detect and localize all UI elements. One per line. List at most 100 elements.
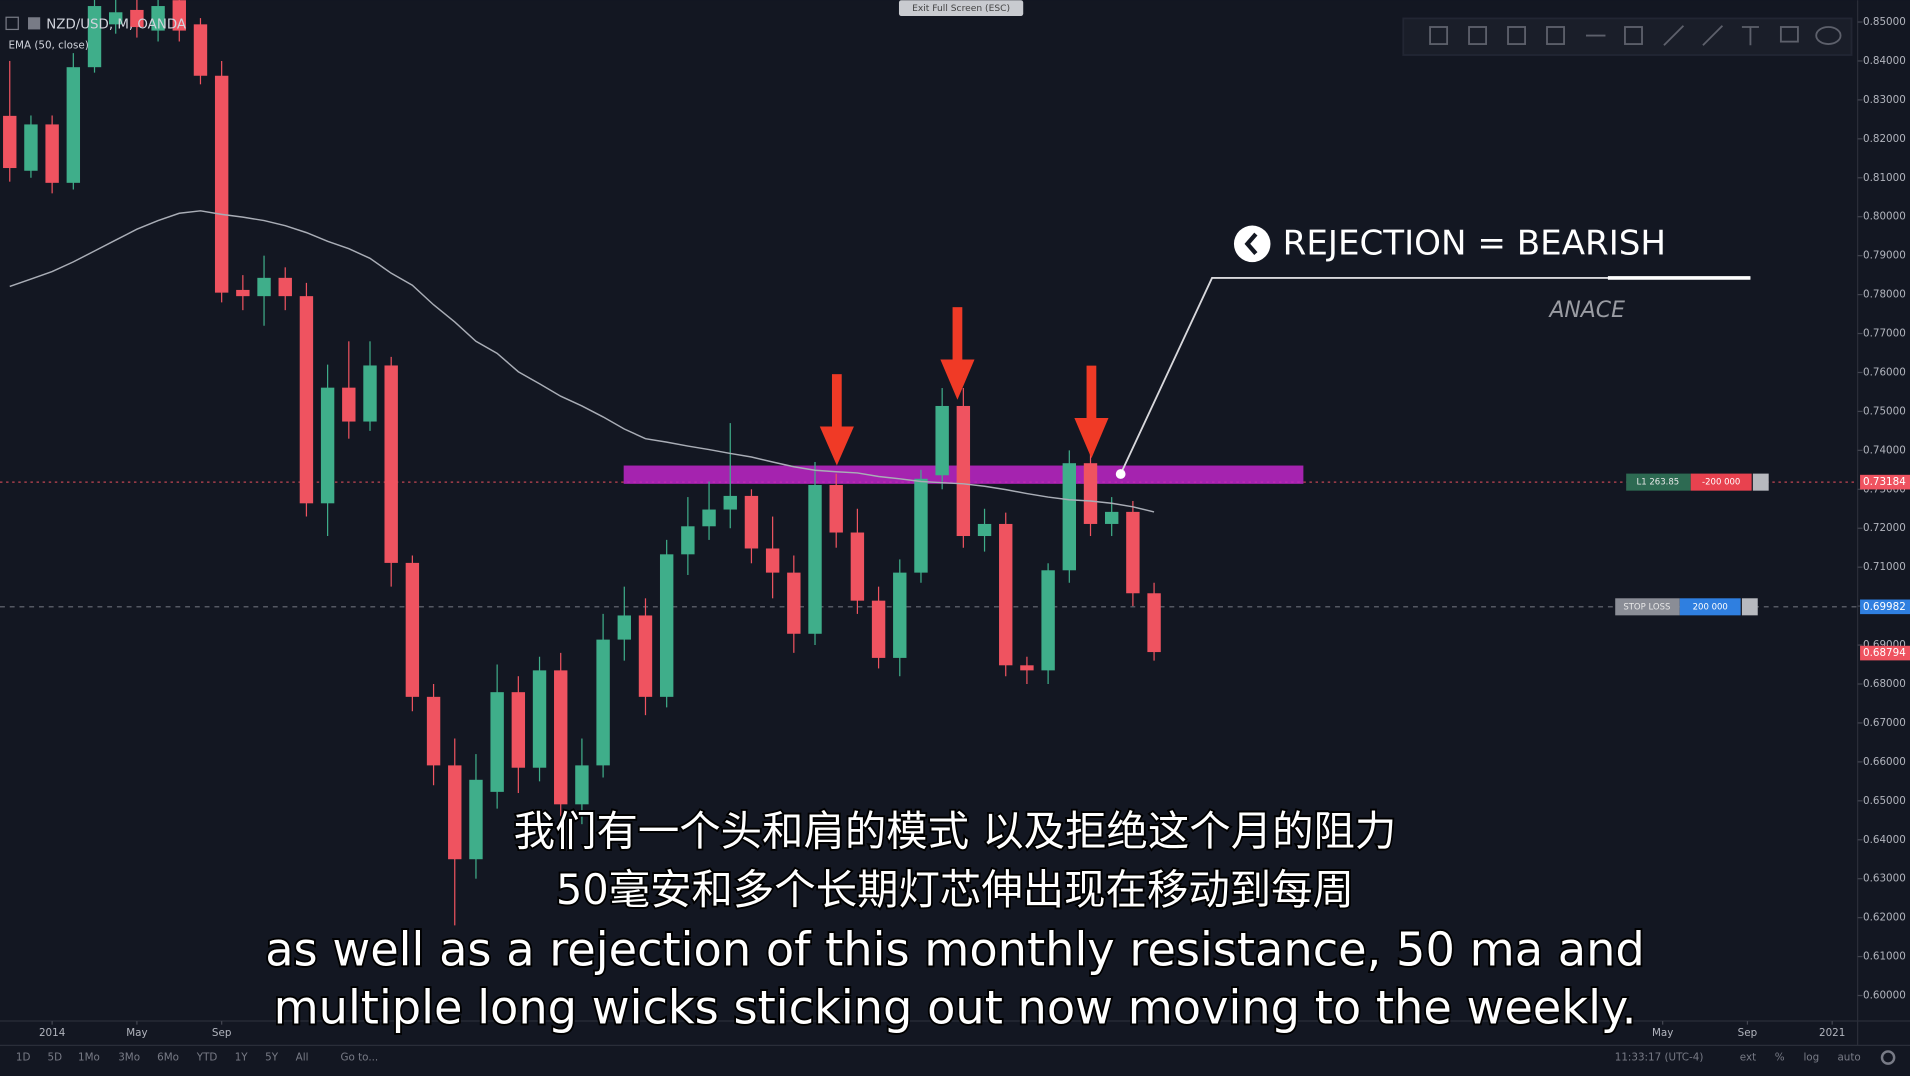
x-tick-label: May: [126, 1027, 147, 1039]
tool-button[interactable]: [1624, 26, 1643, 45]
range-button[interactable]: All: [296, 1052, 309, 1064]
scale-option[interactable]: %: [1775, 1052, 1785, 1064]
tool-button[interactable]: [1546, 26, 1565, 45]
range-button[interactable]: Go to...: [340, 1052, 378, 1064]
candle-body: [405, 562, 420, 697]
price-label: 0.73184: [1863, 476, 1906, 488]
candle-body: [1126, 511, 1140, 594]
range-button[interactable]: 6Mo: [157, 1052, 179, 1064]
y-tick-label: 0.82000: [1863, 133, 1906, 145]
candle-body: [871, 600, 886, 658]
order-label-bg: [1626, 473, 1691, 491]
y-tick-label: 0.81000: [1863, 172, 1906, 184]
order-label-bg: [1615, 598, 1680, 616]
range-button[interactable]: 5Y: [265, 1052, 279, 1064]
candle-body: [829, 485, 843, 533]
tool-button[interactable]: [1468, 26, 1488, 45]
candle-body: [744, 495, 759, 549]
scale-option[interactable]: auto: [1837, 1052, 1860, 1064]
callout-line: [1119, 277, 1751, 475]
order-amount-bg[interactable]: [1690, 473, 1752, 491]
range-button[interactable]: YTD: [196, 1052, 218, 1064]
candle-body: [1083, 463, 1098, 524]
candle-body: [956, 405, 971, 537]
price-label: 0.69982: [1863, 601, 1906, 613]
x-tick-label: 2014: [39, 1027, 65, 1039]
y-tick-label: 0.62000: [1863, 912, 1906, 924]
candle-body: [659, 554, 674, 697]
candle-body: [1062, 463, 1077, 571]
candle-body: [893, 572, 907, 658]
price-label: 0.68794: [1863, 647, 1906, 659]
order-close[interactable]: [1741, 598, 1758, 616]
tool-button[interactable]: [1779, 26, 1799, 43]
header-icon[interactable]: [5, 16, 19, 31]
candle-body: [172, 0, 186, 31]
tool-button[interactable]: [1702, 25, 1724, 46]
candle-body: [808, 485, 822, 634]
candle-body: [3, 115, 17, 169]
x-tick-label: May: [1652, 1027, 1673, 1039]
y-tick-label: 0.63000: [1863, 873, 1906, 885]
symbol-label: NZD/USD, M, OANDA: [46, 18, 187, 33]
arrow-head: [940, 359, 975, 400]
candle-body: [850, 532, 865, 601]
candle-body: [1147, 593, 1161, 653]
range-button[interactable]: 3Mo: [118, 1052, 140, 1064]
y-tick-label: 0.60000: [1863, 990, 1906, 1002]
y-tick-label: 0.67000: [1863, 717, 1906, 729]
candle-body: [24, 124, 38, 171]
range-button[interactable]: 5D: [48, 1052, 63, 1064]
order-amount-bg[interactable]: [1679, 598, 1741, 616]
subtitle-line: 50毫安和多个长期灯芯伸出现在移动到每周: [556, 866, 1354, 914]
y-tick-label: 0.84000: [1863, 55, 1906, 67]
callout-title: REJECTION = BEARISH: [1283, 224, 1666, 264]
tool-button[interactable]: [1663, 25, 1685, 46]
exit-fullscreen-tab[interactable]: [898, 0, 1024, 17]
candle-body: [1020, 665, 1034, 671]
candle-body: [426, 696, 441, 766]
callout-subtitle: ANACE: [1547, 298, 1625, 323]
range-button[interactable]: 1Mo: [78, 1052, 100, 1064]
candle-body: [787, 572, 801, 634]
settings-button[interactable]: [1880, 1050, 1896, 1065]
candle-body: [999, 523, 1013, 666]
x-tick-label: 2021: [1819, 1027, 1845, 1039]
y-tick-label: 0.66000: [1863, 756, 1906, 768]
scale-option[interactable]: ext: [1740, 1052, 1756, 1064]
x-tick-label: Sep: [1738, 1027, 1758, 1039]
range-button[interactable]: 1Y: [235, 1052, 249, 1064]
candle-body: [681, 526, 695, 555]
range-button[interactable]: 1D: [16, 1052, 31, 1064]
candle-body: [617, 615, 631, 640]
candle-body: [66, 67, 81, 183]
subtitle-line: 我们有一个头和肩的模式 以及拒绝这个月的阻力: [514, 808, 1397, 856]
tool-button[interactable]: [1507, 26, 1526, 45]
tool-button[interactable]: [1815, 26, 1842, 45]
candle-body: [638, 615, 653, 697]
y-tick-label: 0.76000: [1863, 366, 1906, 378]
bottom-toolbar: [0, 1045, 1910, 1076]
candle-body: [469, 779, 483, 860]
arrow-shaft: [952, 307, 963, 362]
candle-body: [935, 405, 949, 476]
candle-body: [130, 9, 144, 28]
candle-body: [109, 12, 123, 25]
tool-button[interactable]: [1429, 26, 1449, 45]
exit-fullscreen-label: Exit Full Screen (ESC): [912, 4, 1010, 14]
header-icon[interactable]: [28, 17, 41, 30]
arrow-head: [1074, 418, 1109, 459]
callout-dot: [1115, 469, 1126, 479]
candle-body: [299, 296, 314, 504]
scale-option[interactable]: log: [1803, 1052, 1819, 1064]
candle-body: [596, 639, 610, 766]
order-close[interactable]: [1752, 473, 1769, 491]
candle-body: [320, 387, 335, 504]
order-label: STOP LOSS: [1623, 602, 1670, 612]
order-amount: 200 000: [1693, 602, 1728, 612]
tool-button[interactable]: [1741, 26, 1759, 46]
candle-body: [1041, 570, 1055, 671]
